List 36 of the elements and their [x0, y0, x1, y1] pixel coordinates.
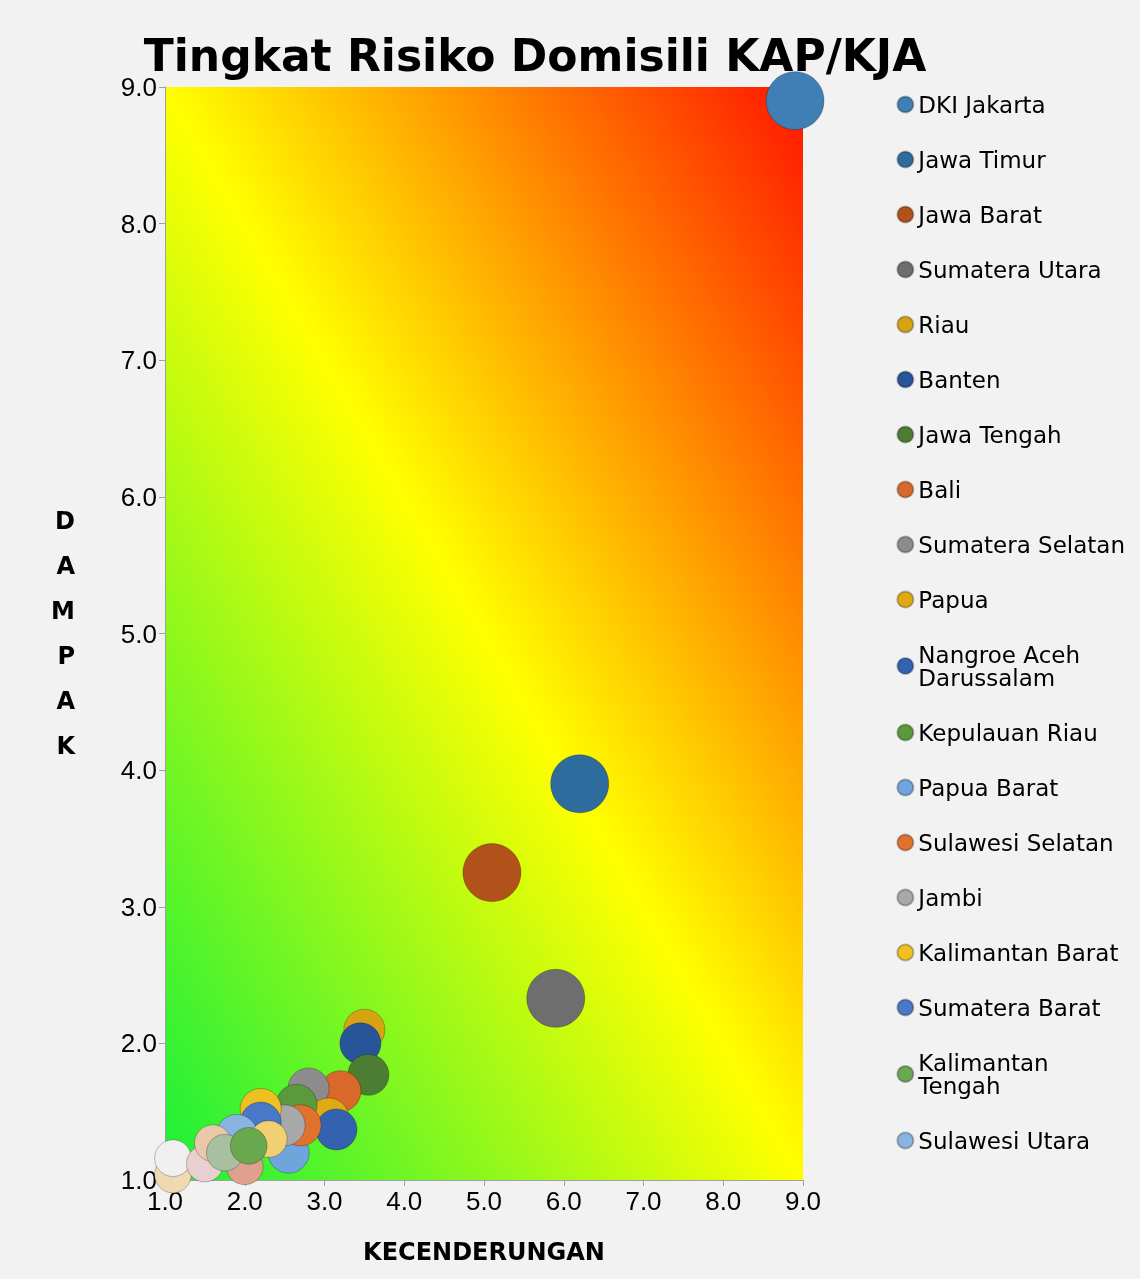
x-tick-label: 5.0 [465, 1186, 503, 1216]
legend-label: Kalimantan Tengah [917, 1049, 1057, 1099]
legend-label: Riau [918, 311, 970, 338]
y-tick-label: 6.0 [120, 481, 157, 512]
legend-label: Papua Barat [918, 774, 1059, 801]
y-tick-label: 3.0 [120, 891, 157, 922]
legend-label: Jawa Barat [916, 201, 1042, 228]
y-tick-label: 2.0 [120, 1028, 157, 1059]
legend-label: Sulawesi Utara [918, 1127, 1091, 1154]
y-tick-label: 8.0 [120, 208, 157, 239]
x-tick-label: 7.0 [625, 1186, 662, 1216]
y-tick-label: 7.0 [120, 345, 157, 376]
legend-label: Papua [918, 586, 989, 613]
legend-label: DKI Jakarta [918, 91, 1046, 118]
legend-label: Kepulauan Riau [918, 719, 1098, 746]
y-tick-label: 5.0 [120, 618, 157, 649]
legend-label: Jambi [916, 884, 983, 911]
x-axis-title: KECENDERUNGAN [363, 1238, 605, 1266]
x-tick-label: 8.0 [705, 1186, 742, 1216]
x-tick-label: 4.0 [386, 1186, 423, 1216]
x-tick-label: 2.0 [226, 1186, 263, 1216]
x-tick-label: 3.0 [306, 1186, 343, 1216]
legend-label: Jawa Timur [916, 146, 1047, 173]
legend-label: Banten [918, 366, 1001, 393]
x-tick-label: 9.0 [784, 1186, 822, 1216]
legend-label: Sumatera Utara [918, 256, 1102, 283]
legend-label: Sumatera Selatan [918, 531, 1126, 558]
legend-label: Jawa Tengah [916, 421, 1062, 448]
legend-label: Bali [918, 476, 962, 503]
legend-label: Sumatera Barat [918, 994, 1101, 1021]
x-tick-label: 6.0 [545, 1186, 582, 1216]
legend-label: Sulawesi Selatan [918, 829, 1114, 856]
y-axis-title: DAMPAK [51, 507, 77, 760]
legend-label: Nangroe Aceh Darussalam [918, 641, 1088, 691]
legend-label: Kalimantan Barat [918, 939, 1119, 966]
y-tick-label: 4.0 [120, 755, 157, 786]
